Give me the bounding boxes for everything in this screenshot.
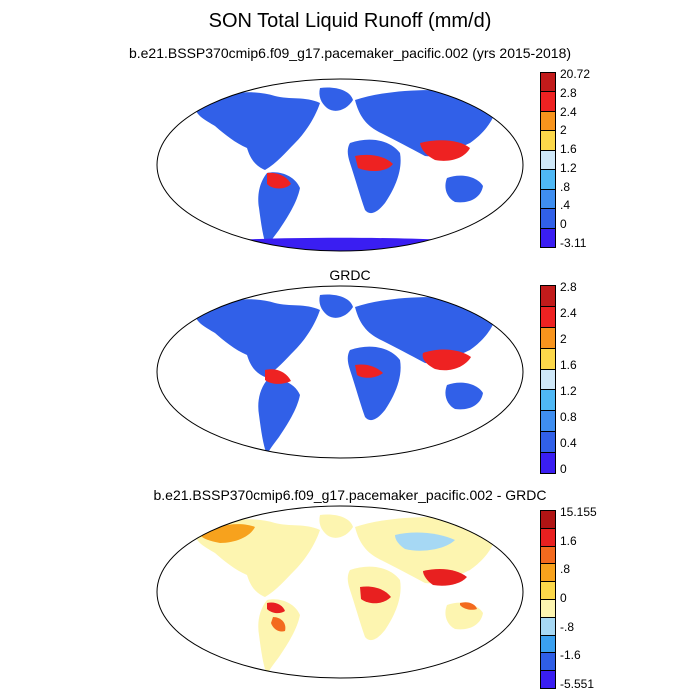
north-america-landmass — [195, 92, 320, 170]
main-title: SON Total Liquid Runoff (mm/d) — [208, 10, 492, 32]
panel-1-subtitle: b.e21.BSSP370cmip6.f09_g17.pacemaker_pac… — [128, 45, 572, 61]
panel-3-map-outline — [156, 505, 524, 679]
africa-landmass — [347, 566, 401, 641]
panel-3-subtitle: b.e21.BSSP370cmip6.f09_g17.pacemaker_pac… — [153, 487, 547, 503]
panel-3-map — [156, 505, 524, 679]
eurasia-landmass — [355, 297, 496, 364]
colorbar-tick-label: 2 — [560, 123, 567, 138]
colorbar-tick-label: 1.2 — [560, 160, 577, 175]
colorbar-tick-label: .8 — [560, 179, 571, 194]
colorbar-tick-label: -.8 — [560, 619, 575, 634]
south-america-landmass — [258, 599, 300, 675]
australia-landmass — [445, 175, 483, 203]
australia-landmass — [445, 382, 483, 410]
panel-3-colorbar: 15.155 1.6 .8 0 -.8 -1.6 -5.551 — [540, 506, 597, 690]
colorbar-tick-label: 1.6 — [560, 533, 577, 548]
north-america-landmass — [195, 299, 320, 377]
colorbar-tick-label: 20.72 — [560, 67, 591, 81]
colorbar-tick-label: 0 — [560, 462, 567, 476]
panel-1-colorbar: 20.72 2.8 2.4 2 1.6 1.2 .8 .4 0 -3.11 — [540, 68, 590, 249]
colorbar-tick-label: 0.8 — [560, 410, 577, 424]
colorbar-tick-label: 1.2 — [560, 384, 577, 398]
south-america-landmass — [258, 172, 300, 248]
greenland — [319, 294, 353, 318]
panel-2-map-outline — [156, 285, 524, 459]
colorbar-frame — [540, 510, 556, 689]
south-america-landmass — [258, 379, 300, 455]
colorbar-tick-label: 0.4 — [560, 436, 577, 450]
panel-1-map-outline — [156, 78, 524, 252]
greenland — [319, 87, 353, 111]
panel-2-map — [156, 285, 524, 459]
colorbar-tick-label: 2.4 — [560, 104, 577, 119]
eurasia-landmass — [355, 90, 496, 157]
colorbar-tick-label: 2.8 — [560, 280, 577, 294]
colorbar-tick-label: 2.4 — [560, 306, 577, 320]
colorbar-tick-label: -3.11 — [560, 236, 587, 250]
colorbar-tick-label: .4 — [560, 198, 571, 213]
colorbar-tick-label: .8 — [560, 562, 571, 577]
panel-2-colorbar: 2.8 2.4 2 1.6 1.2 0.8 0.4 0 — [540, 281, 577, 475]
colorbar-tick-label: -1.6 — [560, 648, 581, 663]
colorbar-tick-label: -5.551 — [560, 677, 595, 691]
greenland — [319, 514, 353, 538]
panel-2-subtitle: GRDC — [329, 267, 371, 283]
colorbar-tick-label: 1.6 — [560, 358, 577, 372]
colorbar-tick-label: 2 — [560, 332, 567, 346]
colorbar-tick-label: 15.155 — [560, 505, 597, 519]
colorbar-frame — [540, 72, 556, 248]
colorbar-tick-label: 0 — [560, 591, 567, 605]
colorbar-tick-label: 1.6 — [560, 142, 577, 157]
panel-1-map — [156, 78, 524, 252]
colorbar-tick-label: 2.8 — [560, 85, 577, 100]
colorbar-tick-label: 0 — [560, 217, 567, 232]
colorbar-frame — [540, 285, 556, 474]
